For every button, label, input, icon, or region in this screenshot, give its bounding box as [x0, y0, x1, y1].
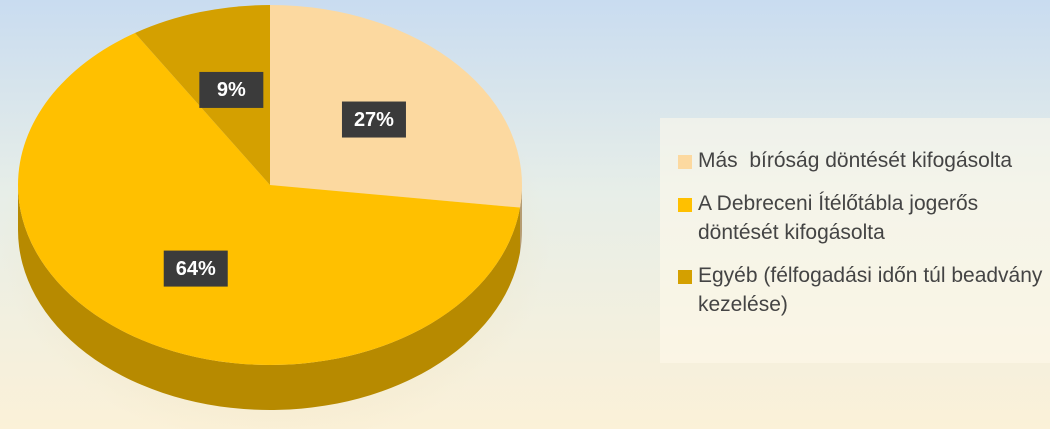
slice-side	[17, 185, 521, 411]
value-label: 64%	[176, 258, 216, 280]
legend-entry: Egyéb (félfogadási időn túl beadvány kez…	[678, 261, 1050, 319]
legend: Más bíróság döntését kifogásolta A Debrec…	[660, 118, 1050, 363]
legend-entry: Más bíróság döntését kifogásolta	[678, 146, 1050, 175]
legend-label: A Debreceni Ítélőtábla jogerős döntését …	[698, 192, 985, 244]
label-box	[341, 101, 406, 138]
legend-swatch	[678, 155, 692, 169]
label-box	[163, 250, 228, 287]
pie-chart: 27% 64% 9%	[0, 5, 550, 429]
slice	[17, 33, 521, 366]
legend-swatch	[678, 270, 692, 284]
legend-label: Más bíróság döntését kifogásolta	[698, 149, 1013, 172]
legend-entry: A Debreceni Ítélőtábla jogerős döntését …	[678, 189, 1050, 247]
label-box	[199, 71, 264, 108]
legend-label: Egyéb (félfogadási időn túl beadvány kez…	[698, 264, 1049, 316]
value-label: 9%	[217, 79, 246, 101]
slice-side	[520, 185, 522, 253]
legend-swatch	[678, 198, 692, 212]
value-label: 27%	[354, 109, 394, 131]
